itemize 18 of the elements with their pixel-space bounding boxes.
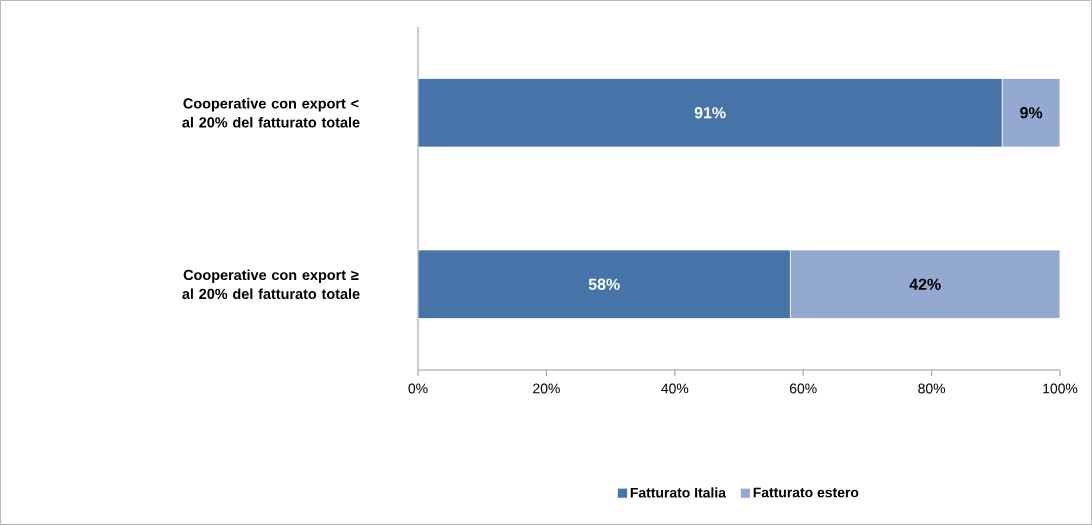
x-tick-label: 60% <box>789 383 817 394</box>
data-label: 91% <box>694 107 726 119</box>
y-tick-label: Cooperative con export < al 20% del fatturato totale <box>182 97 360 128</box>
bar <box>789 249 1061 319</box>
data-label: 9% <box>1020 107 1043 119</box>
data-label: 58% <box>588 278 620 290</box>
x-tick-label: 40% <box>661 383 689 394</box>
y-tick-label: Cooperative con export ≥ al 20% del fatturato totale <box>182 269 360 300</box>
x-tick-label: 20% <box>533 383 560 394</box>
bar <box>1001 78 1061 148</box>
legend-label: Fatturato Italia <box>630 487 727 498</box>
bar <box>418 249 791 319</box>
x-tick-label: 100% <box>1043 383 1078 394</box>
bar <box>418 78 1003 148</box>
data-label: 42% <box>909 278 941 290</box>
legend-label: Fatturato estero <box>753 487 859 498</box>
x-tick-label: 80% <box>918 383 946 394</box>
x-tick-label: 0% <box>408 383 428 394</box>
